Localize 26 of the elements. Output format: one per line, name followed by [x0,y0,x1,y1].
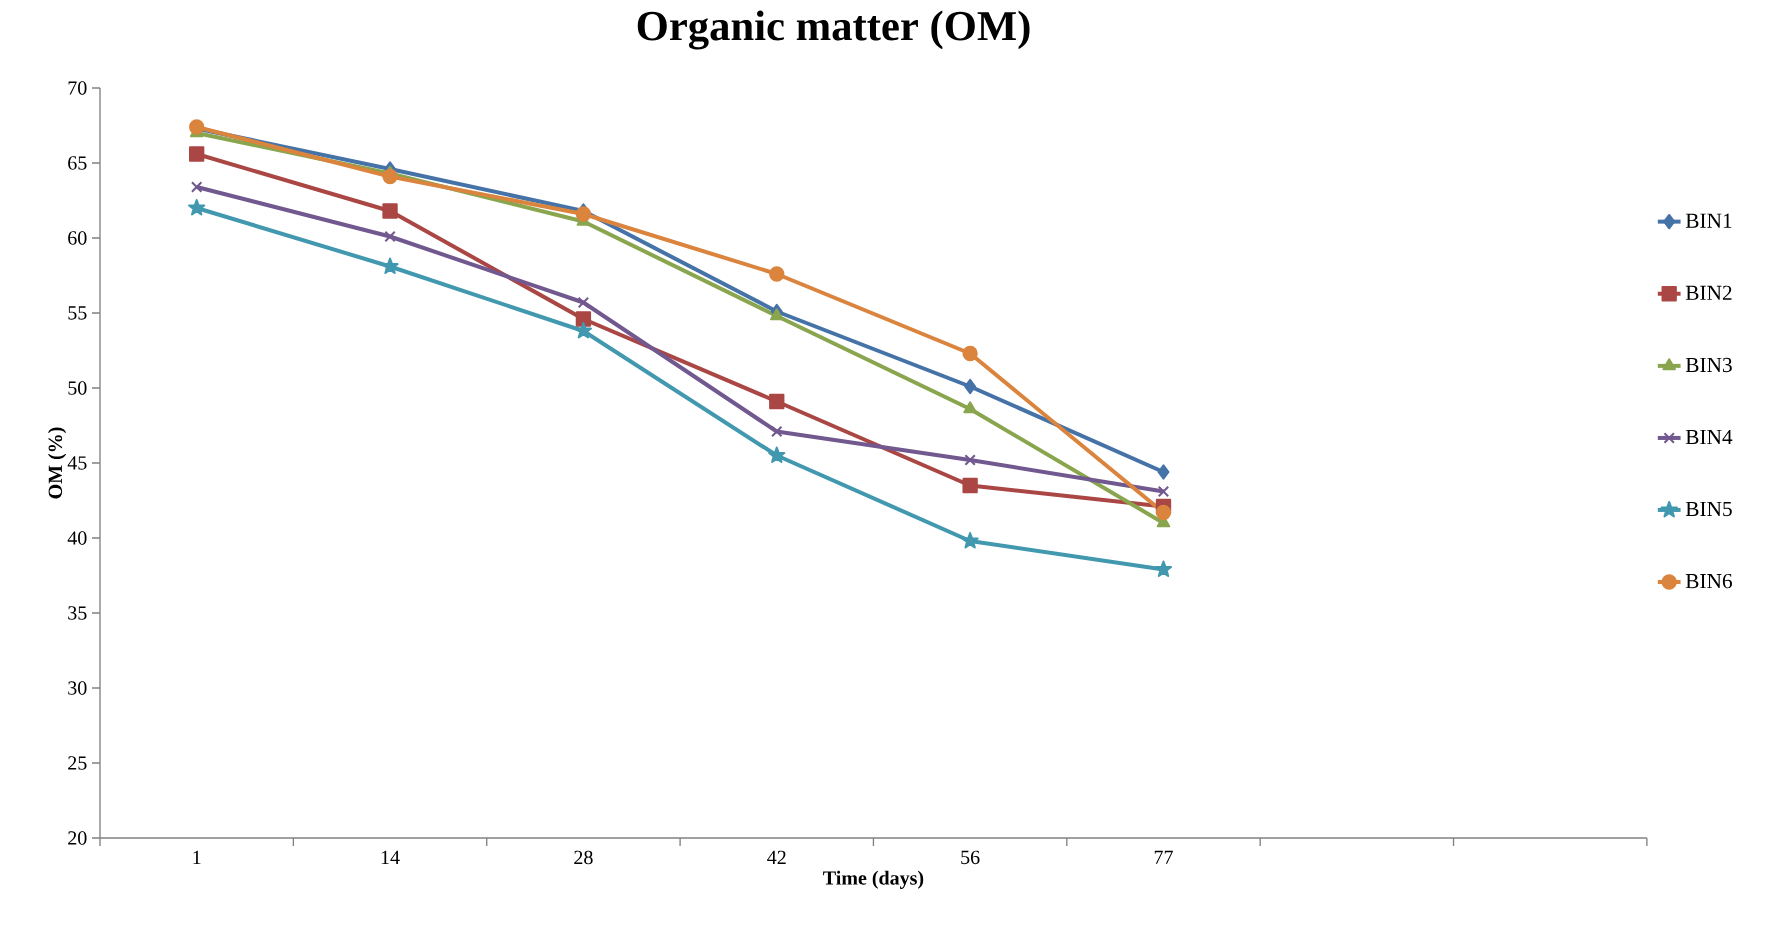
legend-label: BIN1 [1685,213,1732,228]
x-tick-label: 56 [961,850,980,865]
y-tick-label: 40 [67,531,87,545]
legend-label: BIN6 [1685,573,1733,589]
x-tick-label: 42 [767,850,786,864]
y-tick-label: 35 [68,606,87,620]
y-axis-title: OM (%) [48,427,67,499]
legend-label: BIN3 [1685,357,1732,373]
legend-label: BIN4 [1685,429,1733,445]
y-tick-label: 30 [68,681,87,695]
legend-label: BIN5 [1685,501,1732,517]
y-tick-label: 65 [68,156,87,170]
y-tick-label: 20 [68,831,87,845]
x-axis-title: Time (days) [823,870,924,889]
y-tick-label: 70 [68,81,87,95]
x-tick-label: 14 [381,850,400,864]
y-tick-label: 55 [68,306,87,320]
x-tick-label: 1 [193,850,201,864]
y-tick-label: 45 [67,456,87,470]
y-tick-label: 25 [68,756,87,770]
legend-label: BIN2 [1685,285,1732,300]
chart-title: Organic matter (OM) [637,10,1030,50]
x-tick-label: 77 [1154,850,1173,864]
y-tick-label: 50 [68,381,87,395]
x-tick-label: 28 [574,850,593,865]
y-tick-label: 60 [68,231,87,245]
